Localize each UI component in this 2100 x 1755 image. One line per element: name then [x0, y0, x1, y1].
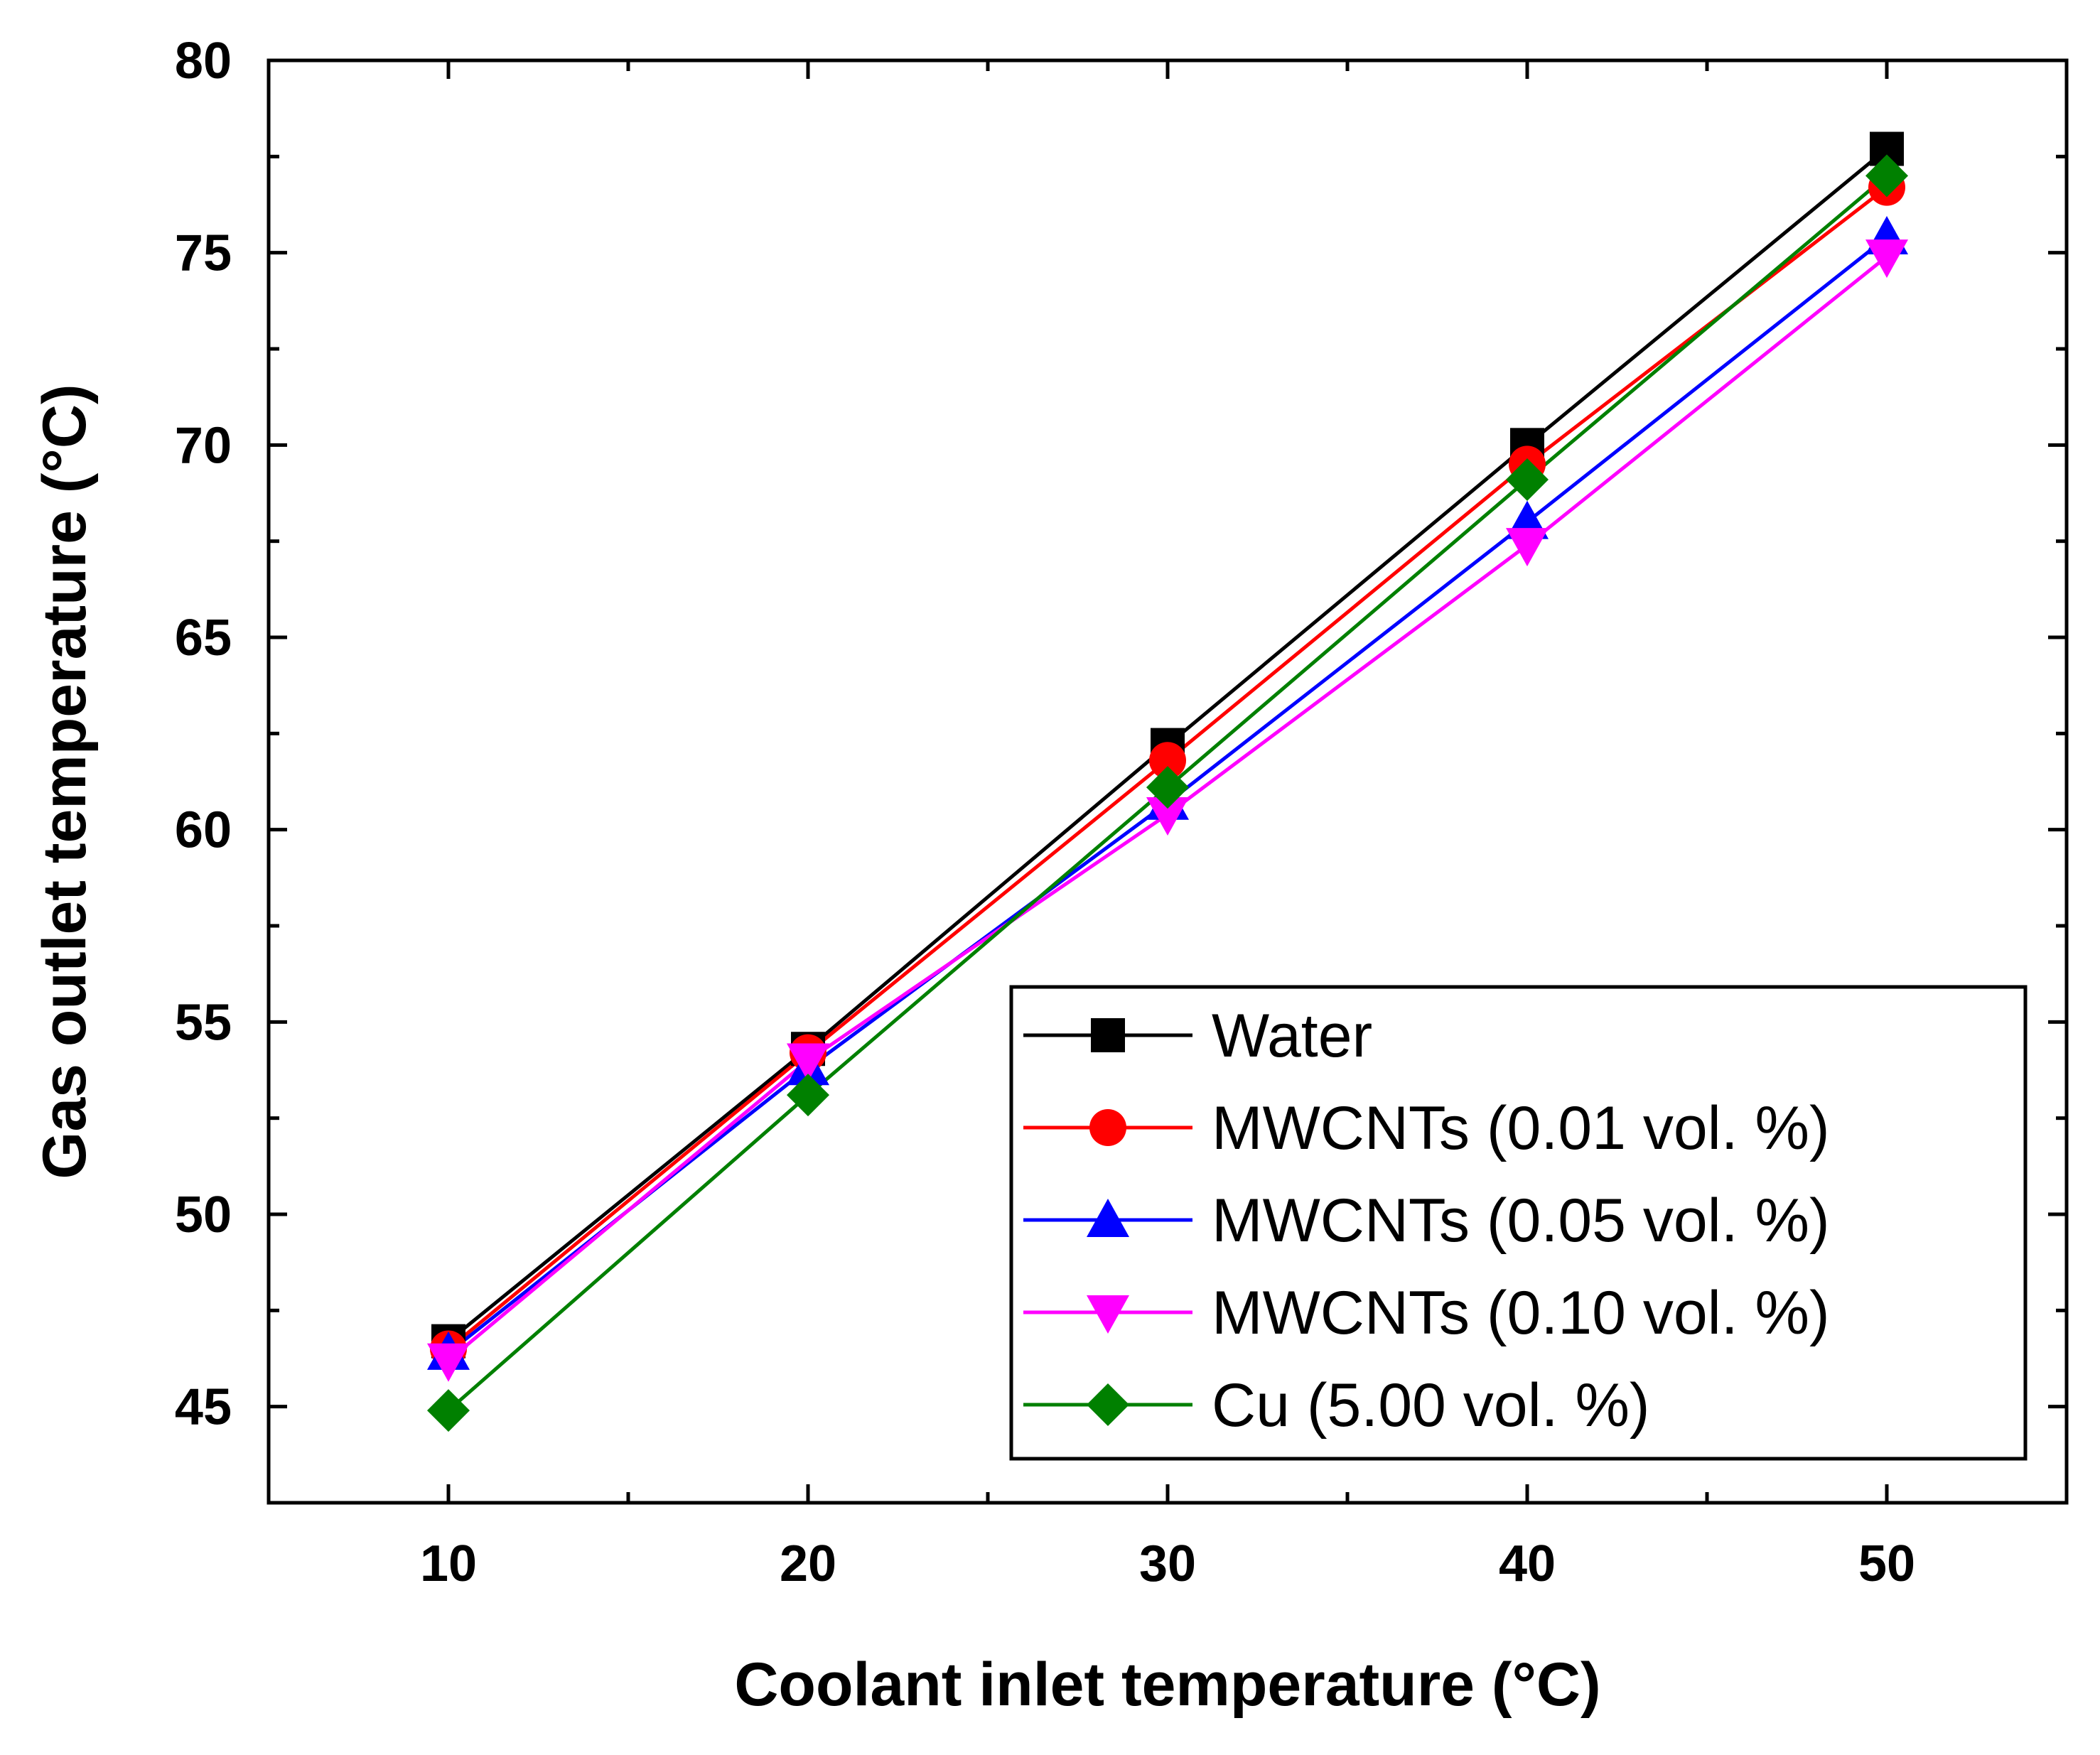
y-tick-label: 45: [175, 1379, 232, 1436]
x-axis-label: Coolant inlet temperature (°C): [734, 1651, 1600, 1719]
data-point-series-4: [427, 1343, 470, 1382]
y-tick-label: 55: [175, 994, 232, 1051]
y-tick-label: 70: [175, 417, 232, 474]
legend-box: [1009, 985, 2028, 1461]
data-point-series-2: [1149, 742, 1186, 779]
legend-entry: Cu (5.00 vol. %): [1023, 1371, 1650, 1440]
legend-items: Water MWCNTs (0.01 vol. %) MWCNTs (0.05 vo…: [1023, 1002, 1830, 1440]
series-markers: [427, 131, 1908, 1432]
data-point-series-5: [1146, 766, 1189, 809]
x-tick-label: 20: [780, 1535, 836, 1592]
legend-label: MWCNTs (0.10 vol. %): [1212, 1279, 1830, 1347]
x-tick-label: 30: [1139, 1535, 1196, 1592]
x-tick-labels: 10 20 30 40 50: [420, 1535, 1915, 1592]
data-point-series-4: [787, 1043, 829, 1082]
x-tick-label: 40: [1499, 1535, 1556, 1592]
plot-area-frame: [266, 58, 2069, 1505]
legend-label: Cu (5.00 vol. %): [1212, 1371, 1650, 1440]
y-tick-label: 75: [175, 225, 232, 282]
legend-entry: MWCNTs (0.01 vol. %): [1023, 1094, 1830, 1162]
data-point-series-5: [427, 1389, 470, 1432]
legend-label: MWCNTs (0.05 vol. %): [1212, 1187, 1830, 1255]
legend-marker: [1089, 1109, 1126, 1146]
legend-marker: [1087, 1295, 1129, 1334]
legend: Water MWCNTs (0.01 vol. %) MWCNTs (0.05 vo…: [1009, 985, 2028, 1461]
y-tick-labels: 45 50 55 60 65 70 75 80: [175, 33, 232, 1436]
data-point-series-4: [1865, 239, 1908, 279]
y-tick-label: 60: [175, 802, 232, 859]
legend-marker: [1091, 1018, 1125, 1052]
legend-marker: [1087, 1199, 1129, 1237]
legend-marker: [1087, 1383, 1129, 1426]
legend-entry: Water: [1023, 1002, 1372, 1070]
x-tick-label: 10: [420, 1535, 477, 1592]
legend-entry: MWCNTs (0.10 vol. %): [1023, 1279, 1830, 1347]
data-point-series-5: [1865, 154, 1908, 198]
y-tick-label: 65: [175, 610, 232, 666]
data-point-series-5: [1506, 458, 1549, 502]
legend-entry: MWCNTs (0.05 vol. %): [1023, 1187, 1830, 1255]
data-point-series-4: [1506, 528, 1549, 567]
y-axis-label: Gas outlet temperature (°C): [31, 384, 99, 1179]
y-tick-label: 80: [175, 33, 232, 90]
legend-label: Water: [1212, 1002, 1372, 1070]
data-point-series-4: [1146, 797, 1189, 836]
data-point-series-5: [787, 1074, 829, 1117]
y-tick-label: 50: [175, 1187, 232, 1243]
legend-label: MWCNTs (0.01 vol. %): [1212, 1094, 1830, 1162]
x-tick-label: 50: [1858, 1535, 1915, 1592]
